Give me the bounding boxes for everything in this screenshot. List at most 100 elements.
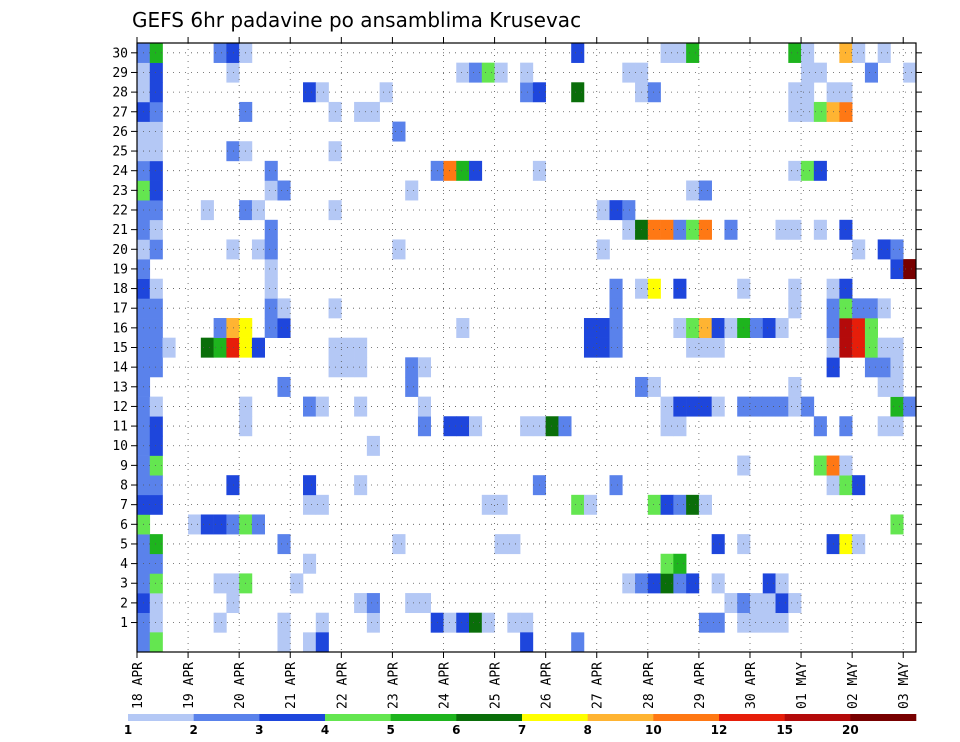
heatmap-cell bbox=[647, 494, 661, 515]
x-tick-label: 23 APR bbox=[386, 662, 401, 709]
heatmap-cell bbox=[520, 416, 534, 437]
heatmap-cell bbox=[813, 62, 827, 83]
y-tick-label: 25 bbox=[112, 145, 128, 160]
heatmap-cell bbox=[405, 180, 419, 201]
heatmap-cell bbox=[788, 278, 802, 299]
heatmap-cell bbox=[251, 200, 265, 221]
colorbar-tick-label: 2 bbox=[189, 723, 197, 737]
heatmap-cell bbox=[149, 416, 163, 437]
heatmap-cell bbox=[149, 593, 163, 614]
heatmap-cell bbox=[264, 219, 278, 240]
heatmap-cell bbox=[660, 573, 674, 594]
x-tick-label: 20 APR bbox=[233, 662, 248, 709]
heatmap-cell bbox=[775, 318, 789, 338]
heatmap-cell bbox=[609, 200, 623, 221]
heatmap-cell bbox=[762, 396, 776, 417]
heatmap-cell bbox=[852, 534, 866, 555]
heatmap-cell bbox=[660, 494, 674, 515]
heatmap-cell bbox=[188, 514, 202, 535]
heatmap-cell bbox=[417, 396, 432, 417]
heatmap-cell bbox=[788, 219, 802, 240]
heatmap-cell bbox=[890, 239, 904, 260]
heatmap-cell bbox=[686, 337, 700, 358]
heatmap-cell bbox=[200, 337, 214, 358]
heatmap-cell bbox=[149, 62, 163, 83]
heatmap-cell bbox=[647, 219, 661, 240]
heatmap-cell bbox=[877, 239, 891, 260]
heatmap-cell bbox=[609, 298, 623, 319]
y-tick-label: 8 bbox=[120, 479, 128, 494]
heatmap-cell bbox=[852, 43, 866, 63]
y-tick-label: 28 bbox=[112, 86, 128, 101]
heatmap-cell bbox=[149, 357, 163, 378]
colorbar-swatch bbox=[587, 714, 654, 721]
colorbar-swatch bbox=[522, 714, 588, 721]
heatmap-cell bbox=[303, 553, 317, 574]
heatmap-cell bbox=[775, 219, 789, 240]
heatmap-cell bbox=[724, 219, 738, 240]
colorbar-swatch bbox=[390, 714, 457, 721]
heatmap-cell bbox=[481, 494, 495, 515]
colorbar-swatch bbox=[653, 714, 720, 721]
heatmap-cell bbox=[149, 573, 163, 594]
heatmap-cell bbox=[149, 121, 163, 142]
heatmap-cell bbox=[545, 416, 559, 437]
colorbar-tick-label: 15 bbox=[776, 723, 793, 737]
heatmap-cell bbox=[213, 573, 227, 594]
y-axis: 1234567891011121314151617181920212223242… bbox=[112, 46, 922, 631]
heatmap-cell bbox=[213, 514, 227, 535]
heatmap-cell bbox=[877, 337, 891, 358]
x-tick-label: 19 APR bbox=[182, 662, 197, 709]
heatmap-cell bbox=[443, 160, 457, 181]
heatmap-cell bbox=[315, 82, 329, 103]
colorbar-tick-label: 3 bbox=[255, 723, 263, 737]
heatmap-cell bbox=[149, 101, 163, 122]
heatmap-cell bbox=[456, 416, 470, 437]
heatmap-cell bbox=[622, 219, 636, 240]
heatmap-cell bbox=[417, 357, 432, 378]
heatmap-cell bbox=[149, 82, 163, 103]
heatmap-cell bbox=[673, 416, 687, 437]
heatmap-cell bbox=[494, 534, 508, 555]
heatmap-cell bbox=[801, 396, 815, 417]
heatmap-cell bbox=[366, 612, 380, 633]
heatmap-cell bbox=[673, 553, 687, 574]
heatmap-cell bbox=[686, 180, 700, 201]
heatmap-cell bbox=[583, 337, 598, 358]
heatmap-cell bbox=[673, 494, 687, 515]
heatmap-cell bbox=[405, 357, 419, 378]
x-tick-label: 24 APR bbox=[437, 662, 452, 709]
heatmap-cell bbox=[711, 573, 725, 594]
colorbar-swatch bbox=[325, 714, 391, 721]
heatmap-cell bbox=[724, 318, 738, 338]
heatmap-cell bbox=[149, 534, 163, 555]
heatmap-cell bbox=[788, 101, 802, 122]
y-tick-label: 23 bbox=[112, 184, 128, 199]
y-tick-label: 13 bbox=[112, 380, 128, 395]
heatmap-cell bbox=[749, 593, 764, 614]
heatmap-cell bbox=[405, 593, 419, 614]
x-tick-label: 30 APR bbox=[744, 662, 759, 709]
heatmap-cell bbox=[481, 612, 495, 633]
y-tick-label: 7 bbox=[120, 498, 128, 513]
y-tick-label: 14 bbox=[112, 361, 128, 376]
heatmap-cell bbox=[673, 318, 687, 338]
heatmap-cell bbox=[673, 573, 687, 594]
y-tick-label: 6 bbox=[120, 518, 128, 533]
x-tick-label: 21 APR bbox=[284, 662, 299, 709]
heatmap-cell bbox=[149, 180, 163, 201]
colorbar-swatch bbox=[719, 714, 785, 721]
heatmap-cell bbox=[277, 318, 291, 338]
heatmap-cell bbox=[801, 160, 815, 181]
heatmap-cell bbox=[303, 396, 317, 417]
heatmap-cell bbox=[251, 514, 265, 535]
colorbar-tick-label: 20 bbox=[842, 723, 859, 737]
heatmap-cell bbox=[864, 298, 878, 319]
y-tick-label: 19 bbox=[112, 262, 128, 277]
heatmap-cell bbox=[264, 259, 278, 280]
y-tick-label: 12 bbox=[112, 400, 128, 415]
heatmap-cell bbox=[711, 337, 725, 358]
heatmap-cell bbox=[711, 396, 725, 417]
heatmap-cell bbox=[494, 494, 508, 515]
y-tick-label: 2 bbox=[120, 596, 128, 611]
